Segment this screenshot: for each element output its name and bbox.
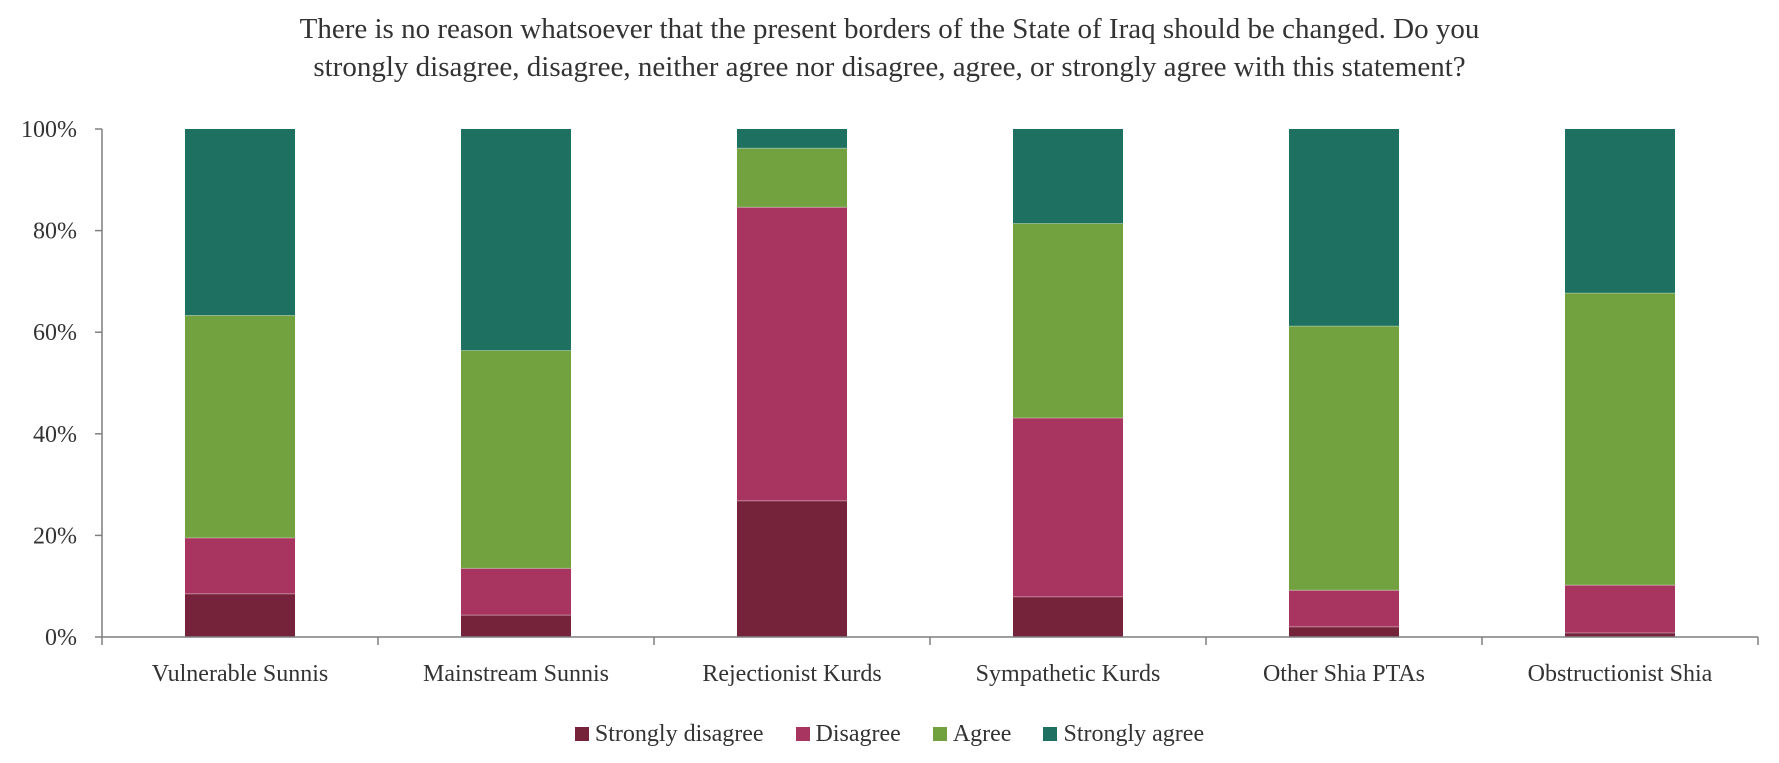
y-tick-label-20: 20% — [33, 523, 77, 549]
bar-obstructionist-shia-strongly-agree — [1565, 129, 1675, 294]
chart-title-line-1: There is no reason whatsoever that the p… — [299, 13, 1480, 45]
legend-swatch-strongly-disagree — [574, 726, 589, 741]
y-tick-label-100: 100% — [21, 117, 77, 143]
y-tick-label-0: 0% — [45, 625, 77, 651]
legend-swatch-disagree — [795, 726, 810, 741]
bar-mainstream-sunnis-agree — [461, 350, 571, 569]
x-tick-label-mainstream-sunnis: Mainstream Sunnis — [423, 661, 609, 687]
bar-mainstream-sunnis-strongly-agree — [461, 129, 571, 351]
legend-label-disagree: Disagree — [815, 721, 901, 748]
axes-layer — [95, 128, 1759, 645]
y-tick-label-60: 60% — [33, 320, 77, 346]
bar-rejectionist-kurds-strongly-agree — [737, 129, 847, 149]
chart-title: There is no reason whatsoever that the p… — [0, 10, 1779, 86]
legend-item-agree: Agree — [932, 719, 1012, 749]
y-tick-label-80: 80% — [33, 219, 77, 245]
legend-label-agree: Agree — [952, 721, 1012, 748]
x-tick-label-sympathetic-kurds: Sympathetic Kurds — [976, 661, 1161, 687]
legend-label-strongly-agree: Strongly agree — [1063, 721, 1205, 748]
x-tick-label-vulnerable-sunnis: Vulnerable Sunnis — [152, 661, 329, 687]
bar-vulnerable-sunnis-strongly-disagree — [185, 593, 295, 637]
legend-swatch-strongly-agree — [1043, 726, 1058, 741]
bar-obstructionist-shia-strongly-disagree — [1565, 632, 1675, 637]
bar-vulnerable-sunnis-agree — [185, 315, 295, 538]
legend-item-strongly-disagree: Strongly disagree — [574, 719, 764, 749]
bar-other-shia-ptas-agree — [1289, 326, 1399, 591]
bar-sympathetic-kurds-strongly-agree — [1013, 129, 1123, 224]
legend-item-disagree: Disagree — [795, 719, 901, 749]
y-tick-label-40: 40% — [33, 422, 77, 448]
bar-other-shia-ptas-disagree — [1289, 590, 1399, 627]
bar-sympathetic-kurds-agree — [1013, 223, 1123, 419]
bar-rejectionist-kurds-strongly-disagree — [737, 500, 847, 637]
x-tick-label-rejectionist-kurds: Rejectionist Kurds — [702, 661, 881, 687]
bar-sympathetic-kurds-strongly-disagree — [1013, 596, 1123, 637]
bar-mainstream-sunnis-disagree — [461, 568, 571, 616]
bar-other-shia-ptas-strongly-agree — [1289, 129, 1399, 327]
x-tick-label-obstructionist-shia: Obstructionist Shia — [1528, 661, 1713, 687]
bar-obstructionist-shia-agree — [1565, 293, 1675, 586]
legend-item-strongly-agree: Strongly agree — [1043, 719, 1204, 749]
x-tick-label-other-shia-ptas: Other Shia PTAs — [1263, 661, 1425, 687]
legend: Strongly disagree Disagree Agree Strongly a… — [0, 718, 1779, 749]
bar-rejectionist-kurds-disagree — [737, 207, 847, 501]
legend-label-strongly-disagree: Strongly disagree — [594, 721, 764, 748]
bar-mainstream-sunnis-strongly-disagree — [461, 615, 571, 637]
bars-layer — [185, 129, 1675, 637]
legend-swatch-agree — [932, 726, 947, 741]
labels-layer: Vulnerable Sunnis Mainstream Sunnis Reject… — [21, 117, 1713, 687]
bar-vulnerable-sunnis-disagree — [185, 537, 295, 594]
chart-title-line-2: strongly disagree, disagree, neither agr… — [313, 51, 1466, 83]
bar-rejectionist-kurds-agree — [737, 148, 847, 208]
bar-other-shia-ptas-strongly-disagree — [1289, 626, 1399, 637]
bar-sympathetic-kurds-disagree — [1013, 418, 1123, 597]
bar-obstructionist-shia-disagree — [1565, 585, 1675, 633]
bar-vulnerable-sunnis-strongly-agree — [185, 129, 295, 316]
